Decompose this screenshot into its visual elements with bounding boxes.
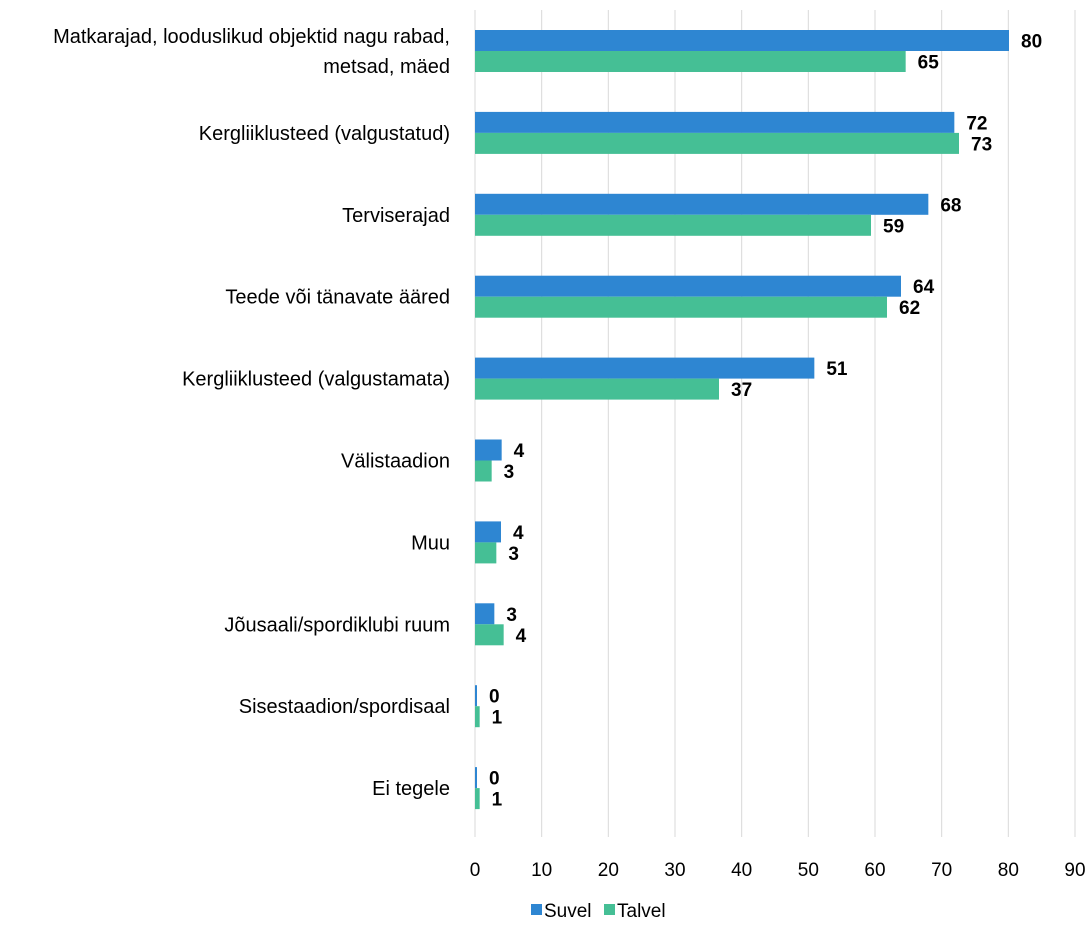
value-label-suvel: 80	[1021, 32, 1042, 53]
bar-suvel	[475, 521, 501, 543]
value-label-suvel: 0	[489, 687, 500, 708]
bar-talvel	[475, 788, 480, 810]
category-label-line: Terviserajad	[342, 205, 450, 227]
value-label-suvel: 68	[940, 195, 961, 216]
bar-suvel	[475, 767, 477, 789]
value-label-talvel: 62	[899, 298, 920, 319]
bar-suvel	[475, 603, 495, 625]
category-label: Kergliiklusteed (valgustamata)	[182, 369, 450, 391]
category-label: Muu	[411, 532, 450, 554]
bar-talvel	[475, 624, 504, 646]
category-label: Välistaadion	[341, 451, 450, 473]
category-label: Terviserajad	[342, 205, 450, 227]
bar-talvel	[475, 706, 480, 728]
value-label-suvel: 51	[826, 359, 848, 380]
bar-suvel	[475, 193, 929, 215]
category-label-line: Välistaadion	[341, 451, 450, 473]
category-label: Ei tegele	[372, 778, 450, 800]
value-label-suvel: 64	[913, 277, 935, 298]
bar-talvel	[475, 296, 887, 318]
value-label-talvel: 3	[504, 462, 515, 483]
bar-talvel	[475, 51, 906, 72]
value-label-talvel: 1	[492, 708, 503, 729]
category-labels: Matkarajad, looduslikud objektid nagu ra…	[53, 26, 450, 800]
legend-label-suvel: Suvel	[544, 901, 592, 922]
bar-suvel	[475, 685, 477, 707]
category-label-line: Sisestaadion/spordisaal	[239, 696, 450, 718]
category-label-line: Kergliiklusteed (valgustatud)	[199, 123, 450, 145]
category-label-line: Matkarajad, looduslikud objektid nagu ra…	[53, 26, 450, 48]
x-tick-label: 10	[531, 860, 552, 881]
x-tick-label: 90	[1064, 860, 1085, 881]
x-axis-tick-labels: 0 10 20 30 40 50 60 70 80 90	[470, 860, 1086, 881]
bar-talvel	[475, 542, 497, 564]
category-label-line: metsad, mäed	[323, 56, 450, 78]
bar-talvel	[475, 378, 719, 400]
value-label-talvel: 3	[508, 544, 519, 565]
bar-talvel	[475, 460, 492, 482]
bar-talvel	[475, 132, 959, 154]
legend-swatch-talvel	[604, 904, 615, 915]
x-tick-label: 50	[798, 860, 819, 881]
bar-suvel	[475, 111, 955, 133]
x-tick-label: 40	[731, 860, 752, 881]
category-label: Jõusaali/spordiklubi ruum	[224, 614, 450, 636]
category-label-line: Muu	[411, 532, 450, 554]
bar-talvel	[475, 214, 871, 236]
value-label-suvel: 4	[514, 441, 525, 462]
category-label-line: Kergliiklusteed (valgustamata)	[182, 369, 450, 391]
value-label-suvel: 3	[506, 605, 517, 626]
bars	[475, 30, 1009, 810]
category-label-line: Ei tegele	[372, 778, 450, 800]
bar-suvel	[475, 439, 502, 461]
x-tick-label: 30	[664, 860, 685, 881]
legend: Suvel Talvel	[531, 901, 666, 922]
x-tick-label: 0	[470, 860, 481, 881]
value-label-talvel: 73	[971, 134, 992, 155]
bar-suvel	[475, 30, 1009, 51]
category-label: Kergliiklusteed (valgustatud)	[199, 123, 450, 145]
category-label-line: Teede või tänavate ääred	[225, 287, 450, 309]
value-label-talvel: 59	[883, 216, 904, 237]
category-label-line: Jõusaali/spordiklubi ruum	[224, 614, 450, 636]
value-label-talvel: 37	[731, 380, 752, 401]
value-label-talvel: 4	[516, 626, 527, 647]
bar-suvel	[475, 275, 901, 297]
value-label-suvel: 0	[489, 769, 500, 790]
legend-label-talvel: Talvel	[617, 901, 666, 922]
value-label-talvel: 1	[492, 790, 503, 811]
bar-suvel	[475, 357, 815, 379]
x-tick-label: 20	[598, 860, 619, 881]
legend-swatch-suvel	[531, 904, 542, 915]
value-label-suvel: 4	[513, 523, 524, 544]
x-tick-label: 80	[998, 860, 1019, 881]
value-label-talvel: 65	[918, 53, 940, 74]
x-tick-label: 70	[931, 860, 952, 881]
category-label: Matkarajad, looduslikud objektid nagu ra…	[53, 26, 450, 78]
x-tick-label: 60	[864, 860, 885, 881]
value-label-suvel: 72	[966, 113, 987, 134]
category-label: Teede või tänavate ääred	[225, 287, 450, 309]
category-label: Sisestaadion/spordisaal	[239, 696, 450, 718]
